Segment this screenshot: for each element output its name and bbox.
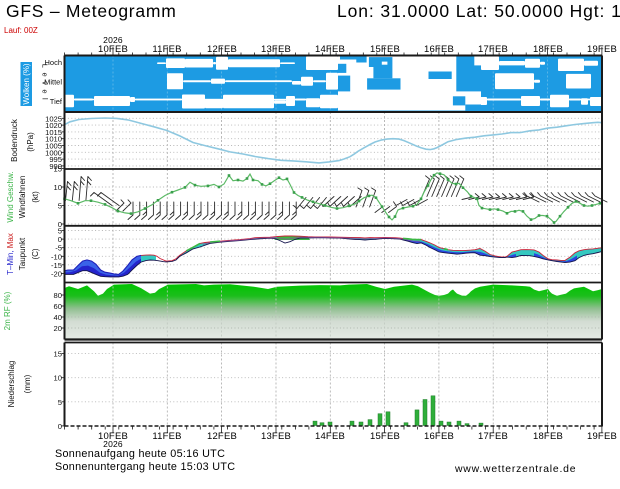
svg-text:Wind Geschw.: Wind Geschw. <box>6 171 15 222</box>
svg-text:1020: 1020 <box>45 121 62 130</box>
svg-text:Windfahnen: Windfahnen <box>18 176 27 219</box>
svg-text:1015: 1015 <box>45 128 62 137</box>
svg-text:1000: 1000 <box>45 148 62 157</box>
svg-text:14FEB: 14FEB <box>315 431 345 442</box>
svg-text:(kt): (kt) <box>31 191 40 203</box>
svg-text:15FEB: 15FEB <box>370 431 400 442</box>
svg-text:18FEB: 18FEB <box>533 44 563 55</box>
svg-text:(mm): (mm) <box>23 374 32 393</box>
svg-text:T–Min, Max: T–Min, Max <box>6 233 15 275</box>
svg-text:1005: 1005 <box>45 142 62 151</box>
svg-text:2026: 2026 <box>103 439 123 449</box>
svg-text:990: 990 <box>49 162 62 171</box>
svg-text:Lauf: 00Z: Lauf: 00Z <box>4 26 38 35</box>
svg-text:13FEB: 13FEB <box>261 431 291 442</box>
svg-text:16FEB: 16FEB <box>424 431 454 442</box>
svg-text:Mittel: Mittel <box>44 78 62 87</box>
svg-text:www.wetterzentrale.de: www.wetterzentrale.de <box>454 464 576 475</box>
svg-text:11FEB: 11FEB <box>152 44 181 55</box>
svg-text:10: 10 <box>54 374 62 383</box>
svg-text:Sonnenuntergang heute 15:03 UT: Sonnenuntergang heute 15:03 UTC <box>55 461 235 473</box>
svg-text:20: 20 <box>54 324 62 333</box>
svg-text:10: 10 <box>54 183 62 192</box>
svg-text:-20: -20 <box>51 269 62 278</box>
svg-text:-5: -5 <box>55 244 62 253</box>
svg-text:Bodendruck: Bodendruck <box>10 118 19 162</box>
svg-text:-10: -10 <box>51 252 62 261</box>
svg-text:Hoch: Hoch <box>44 58 62 67</box>
svg-text:0: 0 <box>58 220 62 229</box>
svg-text:Wolken (%): Wolken (%) <box>22 63 31 105</box>
svg-text:15: 15 <box>54 350 62 359</box>
svg-text:15: 15 <box>54 165 62 174</box>
svg-text:2m RF (%): 2m RF (%) <box>3 291 12 330</box>
svg-text:5: 5 <box>58 227 62 236</box>
svg-text:12FEB: 12FEB <box>207 431 237 442</box>
svg-text:GFS – Meteogramm: GFS – Meteogramm <box>6 1 177 21</box>
svg-text:(C): (C) <box>31 248 40 259</box>
svg-text:Niederschlag: Niederschlag <box>7 361 16 408</box>
svg-text:Taupunkt: Taupunkt <box>18 237 27 270</box>
svg-text:5: 5 <box>58 398 62 407</box>
svg-text:2026: 2026 <box>103 35 123 45</box>
svg-text:0: 0 <box>58 235 62 244</box>
svg-text:Sonnenaufgang heute 05:16 UTC: Sonnenaufgang heute 05:16 UTC <box>55 448 225 460</box>
svg-text:1025: 1025 <box>45 114 62 123</box>
svg-text:19FEB: 19FEB <box>587 431 617 442</box>
svg-text:-15: -15 <box>51 261 62 270</box>
svg-text:40: 40 <box>54 313 62 322</box>
svg-text:Tief: Tief <box>50 97 63 106</box>
svg-text:18FEB: 18FEB <box>533 431 563 442</box>
svg-text:10FEB: 10FEB <box>98 431 128 442</box>
svg-text:5: 5 <box>58 202 62 211</box>
svg-text:995: 995 <box>49 155 62 164</box>
svg-text:80: 80 <box>54 291 62 300</box>
svg-text:Level: Level <box>41 64 50 104</box>
svg-text:Lon: 31.0000 Lat: 50.0000 Hgt:: Lon: 31.0000 Lat: 50.0000 Hgt: 1 <box>337 1 620 21</box>
svg-text:11FEB: 11FEB <box>152 431 181 442</box>
svg-text:(hPa): (hPa) <box>26 132 35 152</box>
svg-text:17FEB: 17FEB <box>478 431 508 442</box>
svg-text:0: 0 <box>58 422 62 431</box>
svg-text:60: 60 <box>54 302 62 311</box>
svg-text:1010: 1010 <box>45 135 62 144</box>
